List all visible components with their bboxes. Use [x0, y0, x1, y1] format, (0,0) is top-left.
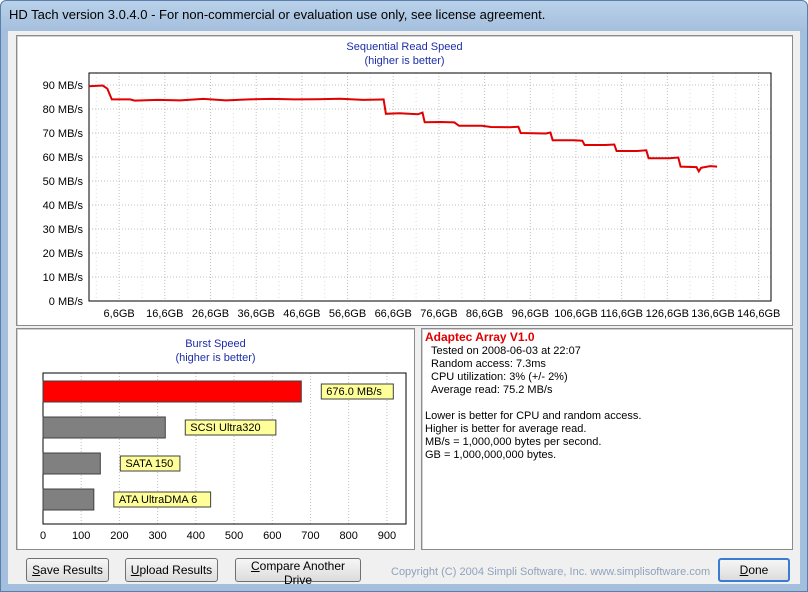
burst-x-tick-label: 500 [225, 530, 243, 542]
burst-speed-chart: 0 100 200 300 400 500 600 700 800 900 676.0 MB/s SC… [40, 372, 407, 542]
window-title: HD Tach version 3.0.4.0 - For non-commer… [9, 7, 546, 22]
x-tick-label: 76,6GB [420, 308, 457, 320]
copyright-link[interactable]: Copyright (C) 2004 Simpli Software, Inc.… [391, 566, 711, 578]
compare-label: ompare Another Drive [259, 559, 346, 587]
y-tick-label: 70 MB/s [43, 128, 84, 140]
client-area: Sequential Read Speed (higher is better)… [8, 31, 800, 587]
burst-bar-label: SATA 150 [125, 458, 173, 470]
burst-x-tick-label: 800 [340, 530, 358, 542]
x-tick-label: 66,6GB [375, 308, 412, 320]
burst-bar-label: 676.0 MB/s [326, 386, 382, 398]
done-button[interactable]: Done [718, 558, 790, 582]
burst-speed-panel: Burst Speed (higher is better) 0 100 200 30… [16, 328, 415, 550]
burst-x-tick-label: 600 [263, 530, 281, 542]
x-tick-label: 96,6GB [512, 308, 549, 320]
burst-bar-label-box [119, 455, 181, 472]
burst-x-tick-label: 900 [378, 530, 396, 542]
burst-bar [42, 380, 302, 403]
drive-name: Adaptec Array V1.0 [425, 330, 535, 344]
burst-bar-label-box [320, 383, 394, 400]
y-tick-label: 80 MB/s [43, 104, 84, 116]
x-tick-label: 116,6GB [600, 308, 643, 320]
save-results-mnemonic: S [32, 563, 41, 577]
burst-x-tick-label: 400 [187, 530, 205, 542]
x-tick-label: 126,6GB [646, 308, 689, 320]
burst-bar [42, 488, 95, 511]
upload-results-label: pload Results [139, 563, 213, 577]
x-tick-label: 146,6GB [737, 308, 780, 320]
burst-chart-title: Burst Speed [185, 338, 246, 350]
save-results-label: ave Results [40, 563, 103, 577]
y-tick-label: 30 MB/s [43, 224, 84, 236]
random-access: Random access: 7.3ms [431, 358, 546, 370]
y-tick-label: 10 MB/s [43, 272, 84, 284]
tested-on: Tested on 2008-06-03 at 22:07 [431, 345, 581, 357]
average-read: Average read: 75.2 MB/s [431, 384, 553, 396]
done-mnemonic: D [739, 563, 749, 577]
sequential-chart-subtitle: (higher is better) [364, 55, 445, 67]
burst-bar-label: ATA UltraDMA 6 [119, 494, 197, 506]
y-tick-label: 90 MB/s [43, 80, 84, 92]
burst-chart-subtitle: (higher is better) [175, 352, 256, 364]
note-lower-better: Lower is better for CPU and random acces… [425, 410, 642, 422]
title-bar[interactable]: HD Tach version 3.0.4.0 - For non-commer… [1, 1, 807, 31]
burst-x-tick-label: 0 [40, 530, 46, 542]
y-tick-label: 50 MB/s [43, 176, 84, 188]
note-mbs-definition: MB/s = 1,000,000 bytes per second. [425, 436, 602, 448]
burst-x-tick-label: 100 [72, 530, 90, 542]
done-label: one [748, 563, 769, 577]
burst-bar-label-box [113, 491, 212, 508]
compare-another-drive-button[interactable]: Compare Another Drive [235, 558, 361, 587]
results-info-panel: Adaptec Array V1.0 Tested on 2008-06-03 … [421, 328, 793, 550]
plot-border [88, 72, 772, 302]
x-tick-label: 36,6GB [238, 308, 275, 320]
save-results-button[interactable]: Save Results [26, 558, 109, 582]
compare-mnemonic: C [250, 559, 260, 573]
sequential-chart-title: Sequential Read Speed [346, 41, 463, 53]
burst-bar-label: SCSI Ultra320 [190, 422, 260, 434]
burst-plot-border [42, 372, 407, 525]
x-tick-label: 136,6GB [691, 308, 734, 320]
x-tick-label: 6,6GB [104, 308, 135, 320]
burst-x-tick-label: 200 [110, 530, 128, 542]
burst-x-tick-label: 700 [301, 530, 319, 542]
note-gb-definition: GB = 1,000,000,000 bytes. [425, 449, 557, 461]
x-tick-label: 86,6GB [466, 308, 503, 320]
sequential-read-chart: 0 MB/s 10 MB/s 20 MB/s 30 MB/s 40 MB/s 50 MB/… [43, 72, 780, 320]
y-tick-label: 20 MB/s [43, 248, 84, 260]
y-tick-label: 0 MB/s [49, 296, 84, 308]
x-tick-label: 16,6GB [146, 308, 183, 320]
upload-results-mnemonic: U [130, 563, 140, 577]
burst-bar [42, 416, 166, 439]
y-tick-label: 60 MB/s [43, 152, 84, 164]
burst-bar [42, 452, 101, 475]
burst-x-tick-label: 300 [148, 530, 166, 542]
x-tick-label: 26,6GB [192, 308, 229, 320]
series-line-read-speed [88, 84, 718, 174]
x-tick-label: 46,6GB [283, 308, 320, 320]
burst-bar-label-box [184, 419, 277, 436]
note-higher-better: Higher is better for average read. [425, 423, 587, 435]
cpu-utilization: CPU utilization: 3% (+/- 2%) [431, 371, 568, 383]
x-tick-label: 56,6GB [329, 308, 366, 320]
upload-results-button[interactable]: Upload Results [125, 558, 218, 582]
y-tick-label: 40 MB/s [43, 200, 84, 212]
x-tick-label: 106,6GB [554, 308, 597, 320]
sequential-read-panel: Sequential Read Speed (higher is better)… [16, 35, 793, 326]
